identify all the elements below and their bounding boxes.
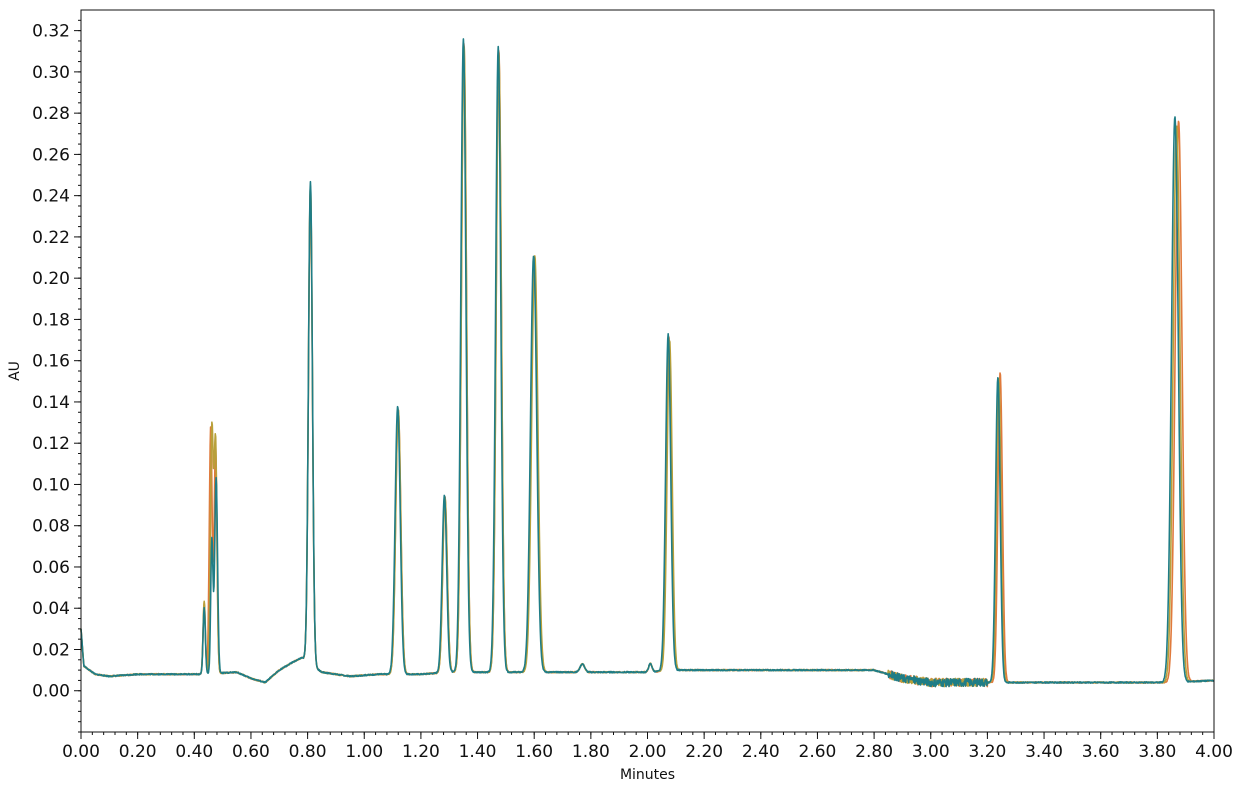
y-tick-label: 0.28 bbox=[32, 104, 70, 124]
y-tick-label: 0.18 bbox=[32, 310, 70, 330]
x-tick-label: 4.00 bbox=[1195, 742, 1233, 762]
x-tick-label: 2.60 bbox=[799, 742, 837, 762]
y-tick-label: 0.08 bbox=[32, 517, 70, 537]
x-tick-label: 3.60 bbox=[1082, 742, 1120, 762]
y-tick-label: 0.22 bbox=[32, 228, 70, 248]
x-tick-label: 0.00 bbox=[62, 742, 100, 762]
y-axis-title: AU bbox=[7, 361, 23, 381]
x-tick-label: 1.80 bbox=[572, 742, 610, 762]
x-tick-label: 2.00 bbox=[629, 742, 667, 762]
x-tick-label: 2.40 bbox=[742, 742, 780, 762]
x-tick-label: 2.20 bbox=[685, 742, 723, 762]
x-axis: 0.00 0.20 0.40 0.60 0.80 1.00 1.20 1.40 1.60 1.80… bbox=[62, 732, 1233, 762]
chromatogram-trace-3 bbox=[80, 38, 1215, 688]
x-tick-label: 0.40 bbox=[175, 742, 213, 762]
x-axis-title: Minutes bbox=[620, 767, 675, 783]
x-tick-label: 3.20 bbox=[968, 742, 1006, 762]
y-tick-label: 0.00 bbox=[32, 682, 70, 702]
y-tick-label: 0.02 bbox=[32, 640, 70, 660]
y-tick-label: 0.20 bbox=[32, 269, 70, 289]
series-layer bbox=[80, 38, 1215, 688]
x-tick-label: 1.20 bbox=[402, 742, 440, 762]
x-tick-label: 0.20 bbox=[119, 742, 157, 762]
y-tick-label: 0.04 bbox=[32, 599, 70, 619]
x-tick-label: 1.00 bbox=[345, 742, 383, 762]
x-tick-label: 2.80 bbox=[855, 742, 893, 762]
y-tick-label: 0.10 bbox=[32, 475, 70, 495]
y-tick-label: 0.06 bbox=[32, 558, 70, 578]
x-tick-label: 0.60 bbox=[232, 742, 270, 762]
y-tick-label: 0.26 bbox=[32, 145, 70, 165]
y-tick-label: 0.16 bbox=[32, 352, 70, 372]
y-tick-label: 0.24 bbox=[32, 187, 70, 207]
x-tick-label: 0.80 bbox=[289, 742, 327, 762]
x-tick-label: 1.40 bbox=[459, 742, 497, 762]
y-tick-label: 0.12 bbox=[32, 434, 70, 454]
x-tick-label: 3.80 bbox=[1138, 742, 1176, 762]
x-tick-label: 1.60 bbox=[515, 742, 553, 762]
x-tick-label: 3.40 bbox=[1025, 742, 1063, 762]
y-tick-label: 0.30 bbox=[32, 63, 70, 83]
y-axis: 0.00 0.02 0.04 0.06 0.08 0.10 0.12 0.14 0.16 0.18… bbox=[32, 19, 81, 733]
x-tick-label: 3.00 bbox=[912, 742, 950, 762]
y-tick-label: 0.14 bbox=[32, 393, 70, 413]
y-tick-label: 0.32 bbox=[32, 22, 70, 42]
